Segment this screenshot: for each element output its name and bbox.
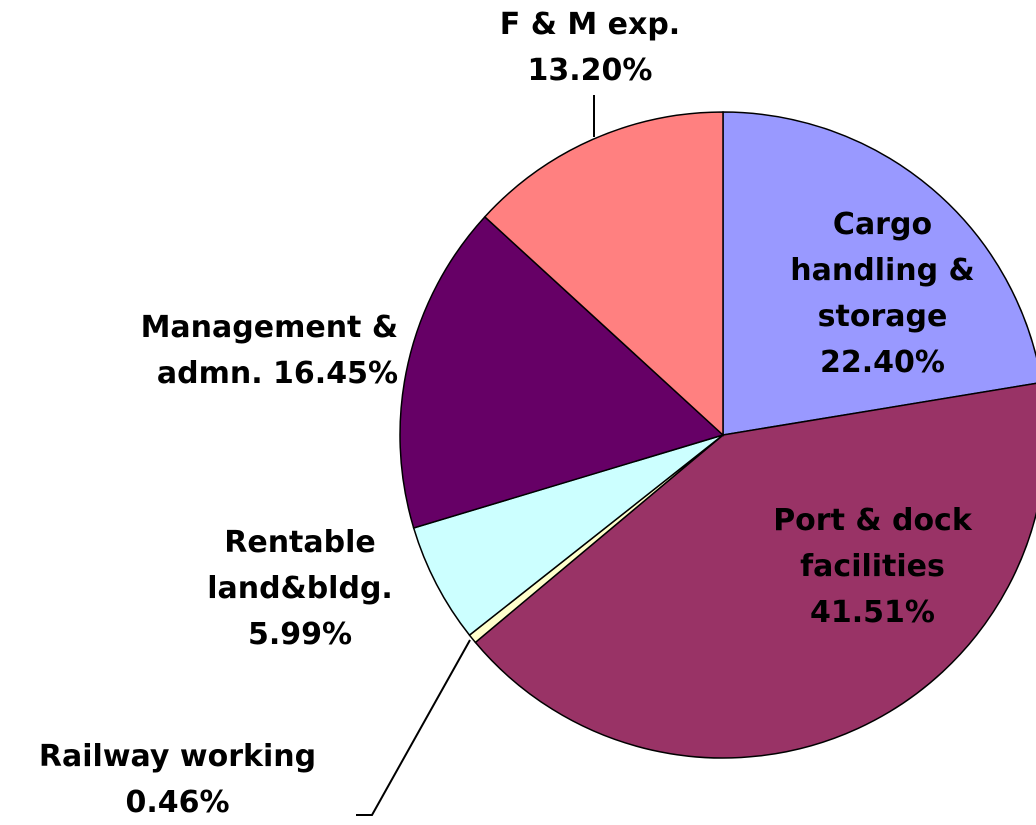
slice-label: Railway working 0.46%	[0, 734, 355, 825]
leader-line	[356, 639, 471, 816]
value-label: 16.45%	[273, 356, 398, 391]
pie-slice	[399, 215, 725, 529]
category-label: Rentable land&bldg.	[207, 525, 393, 606]
slice-label: Rentable land&bldg. 5.99%	[180, 520, 420, 658]
pie-slice	[474, 382, 1036, 759]
value-label: 5.99%	[247, 617, 353, 652]
slice-label: Management & admn. 16.45%	[50, 305, 398, 397]
category-label: Port & dock facilities	[773, 503, 972, 584]
value-label: 0.46%	[125, 785, 230, 820]
value-label: 41.51%	[810, 595, 935, 630]
category-label: Railway working	[38, 739, 317, 774]
pie-slice	[412, 434, 724, 637]
pie-slice	[722, 111, 1036, 436]
category-label: Management & admn.	[140, 310, 398, 391]
slice-label: Port & dock facilities 41.51%	[735, 498, 1010, 636]
category-label: F & M exp.	[499, 7, 681, 42]
slice-label: Cargo handling & storage 22.40%	[760, 202, 1005, 386]
slice-label: F & M exp. 13.20%	[450, 2, 730, 94]
value-label: 13.20%	[527, 53, 653, 88]
category-label: Cargo handling & storage	[790, 207, 975, 334]
value-label: 22.40%	[820, 345, 945, 380]
pie-slice	[483, 111, 724, 437]
